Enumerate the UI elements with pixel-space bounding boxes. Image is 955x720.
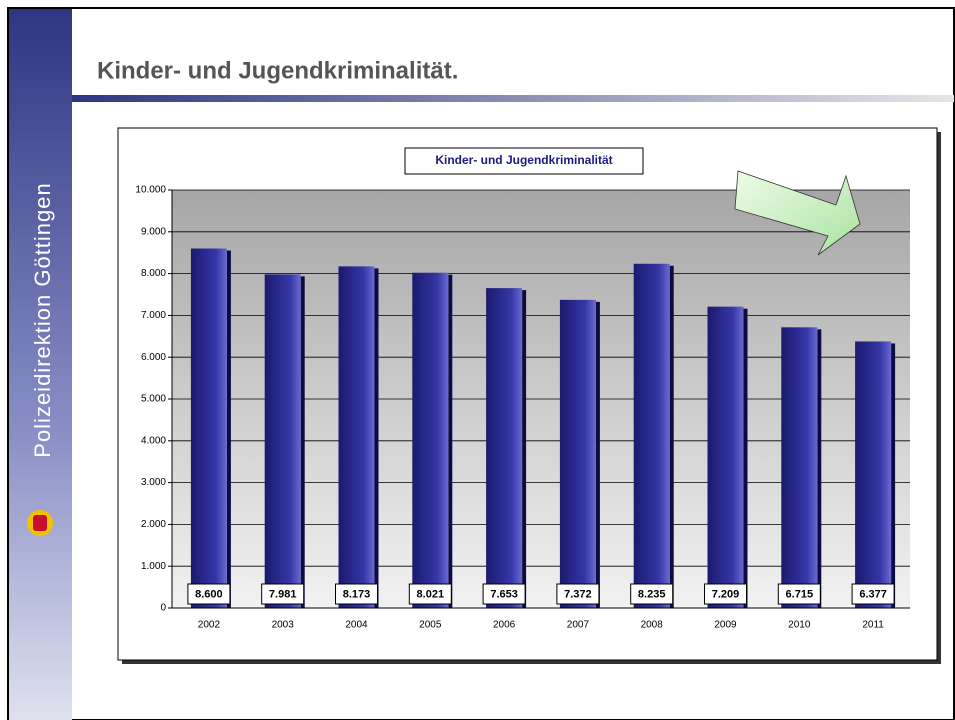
bar-side: [300, 276, 305, 608]
x-tick-label: 2002: [198, 620, 221, 631]
y-tick-label: 10.000: [135, 185, 166, 196]
bar: [190, 248, 227, 608]
x-tick-label: 2010: [788, 620, 811, 631]
y-tick-label: 9.000: [141, 226, 166, 237]
value-label-box: [556, 583, 600, 605]
bar-side: [669, 265, 674, 608]
value-label-box: [630, 583, 674, 605]
y-tick-label: 2.000: [141, 519, 166, 530]
bar: [707, 306, 744, 608]
bar-side: [817, 329, 822, 608]
x-tick-label: 2011: [862, 620, 884, 631]
y-tick-label: 7.000: [141, 310, 166, 321]
sidebar-text: Polizeidirektion Göttingen: [30, 182, 55, 457]
x-tick-label: 2009: [714, 620, 737, 631]
value-label-box: [777, 583, 821, 605]
bar: [633, 263, 670, 608]
y-tick-label: 0: [160, 603, 166, 614]
y-tick-label: 5.000: [141, 394, 166, 405]
bar-side: [595, 301, 600, 608]
y-tick-label: 3.000: [141, 477, 166, 488]
bar-side: [743, 308, 748, 608]
value-label-box: [851, 583, 895, 605]
x-tick-label: 2006: [493, 620, 516, 631]
crest: [27, 510, 53, 536]
value-label: 6.377: [859, 588, 887, 600]
x-tick-label: 2004: [345, 620, 368, 631]
bar: [781, 327, 818, 608]
trend-arrow: [734, 170, 861, 256]
bar: [855, 341, 892, 608]
value-label: 8.600: [195, 588, 223, 600]
slide-title: Kinder- und Jugendkriminalität.: [97, 57, 458, 84]
y-tick-label: 6.000: [141, 352, 166, 363]
bar: [338, 266, 375, 608]
x-tick-label: 2005: [419, 620, 442, 631]
y-tick-label: 8.000: [141, 268, 166, 279]
x-tick-label: 2003: [272, 620, 295, 631]
value-label: 7.372: [564, 588, 592, 600]
chart-title-box: [404, 147, 644, 175]
bar-side: [522, 290, 527, 608]
x-tick-label: 2008: [641, 620, 664, 631]
value-label-box: [482, 583, 526, 605]
bar-side: [374, 268, 379, 608]
bar-side: [891, 343, 896, 608]
sidebar: [9, 9, 72, 720]
bar-side: [226, 250, 231, 608]
bar: [559, 299, 596, 608]
value-label-box: [187, 583, 231, 605]
y-tick-label: 1.000: [141, 561, 166, 572]
value-label-box: [704, 583, 747, 605]
value-label: 8.235: [638, 588, 666, 600]
bar: [486, 288, 523, 608]
bar-side: [448, 274, 453, 608]
chart-title: Kinder- und Jugendkriminalität: [435, 153, 612, 167]
value-label-box: [408, 583, 452, 605]
value-label-box: [335, 583, 378, 605]
title-rule: [72, 95, 954, 102]
value-label: 7.981: [269, 588, 297, 600]
y-tick-label: 4.000: [141, 435, 166, 446]
value-label: 6.715: [786, 588, 814, 600]
x-tick-label: 2007: [567, 620, 590, 631]
bar: [412, 272, 449, 608]
bar: [264, 274, 301, 608]
value-label: 8.173: [343, 588, 371, 600]
value-label: 7.653: [490, 588, 518, 600]
value-label: 7.209: [712, 588, 740, 600]
value-label-box: [261, 583, 305, 605]
value-label: 8.021: [417, 588, 445, 600]
